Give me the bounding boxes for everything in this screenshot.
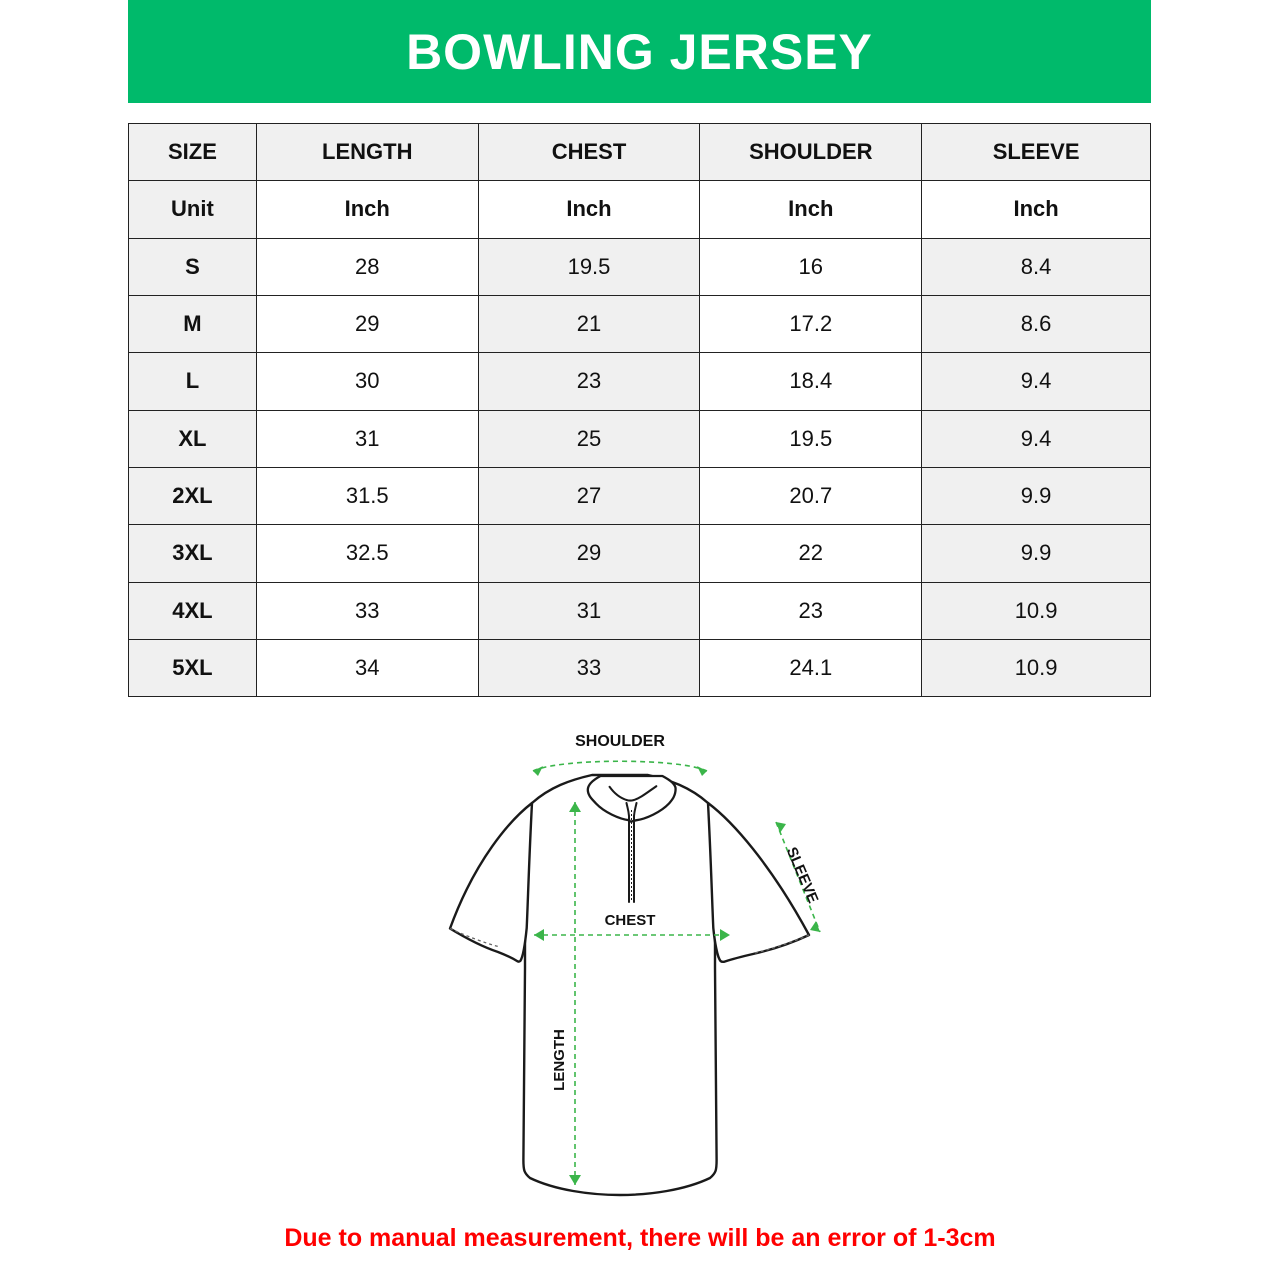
svg-text:CHEST: CHEST — [605, 912, 656, 929]
svg-text:SHOULDER: SHOULDER — [575, 733, 665, 750]
svg-text:LENGTH: LENGTH — [551, 1029, 568, 1091]
svg-text:SLEEVE: SLEEVE — [783, 845, 822, 906]
